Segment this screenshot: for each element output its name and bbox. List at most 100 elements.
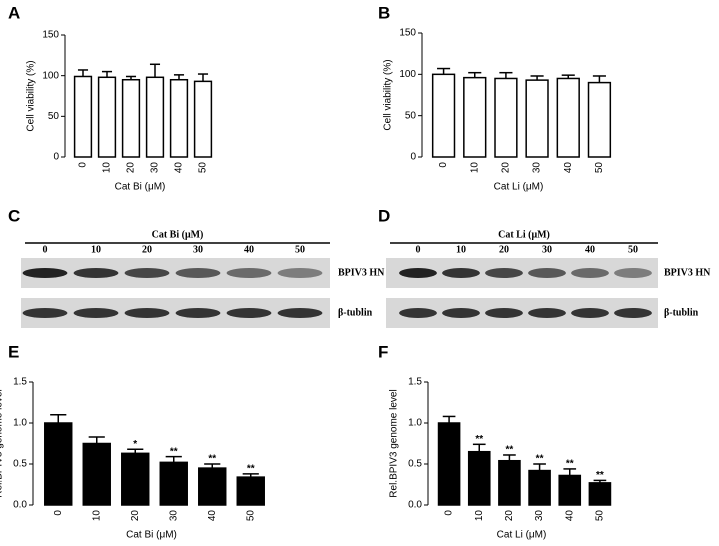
y-tick-label: 50: [405, 110, 417, 121]
y-tick-label: 0.5: [408, 459, 422, 470]
bar: [498, 459, 521, 506]
x-axis-label: Cat Bi (μM): [126, 530, 177, 541]
bar: [558, 474, 582, 506]
x-tick-label: 40: [174, 162, 185, 174]
blot-band: [485, 268, 523, 278]
x-tick-label: 0: [438, 162, 449, 168]
lane-label: 0: [416, 244, 421, 255]
significance-label: **: [208, 454, 216, 465]
significance-label: **: [475, 434, 483, 445]
lane-label: 20: [142, 244, 152, 255]
y-axis-label: Rel.BPIV3 genome level: [0, 389, 5, 497]
blot-band: [571, 308, 609, 318]
lane-label: 30: [193, 244, 203, 255]
bar: [528, 469, 551, 506]
x-tick-label: 30: [532, 162, 543, 174]
row-label: β-tublin: [338, 307, 373, 318]
y-tick-label: 1.5: [13, 377, 27, 388]
blot-band: [277, 308, 323, 318]
bar: [588, 482, 612, 506]
panel-letter: E: [8, 342, 19, 361]
blot-band: [442, 308, 480, 318]
bar: [236, 476, 265, 506]
row-label: β-tublin: [664, 307, 699, 318]
lane-label: 50: [295, 244, 305, 255]
bar: [463, 76, 487, 158]
bar: [556, 77, 580, 158]
blot-band: [73, 268, 119, 278]
y-tick-label: 0: [53, 152, 59, 163]
lane-label: 40: [585, 244, 595, 255]
panel-letter: A: [8, 3, 20, 22]
x-tick-label: 30: [150, 162, 161, 174]
x-tick-label: 50: [594, 162, 605, 174]
x-axis-label: Cat Li (μM): [497, 530, 547, 541]
lane-label: 10: [91, 244, 101, 255]
significance-label: **: [170, 446, 178, 457]
bar: [431, 73, 456, 158]
x-tick-label: 50: [595, 510, 606, 522]
lane-label: 40: [244, 244, 254, 255]
bar: [467, 450, 491, 506]
x-tick-label: 20: [504, 510, 515, 522]
y-axis-label: Cell viability (%): [26, 60, 37, 131]
bar: [145, 76, 165, 158]
panel-letter: F: [378, 342, 388, 361]
blot-band: [442, 268, 480, 278]
bar: [169, 78, 189, 158]
x-tick-label: 0: [78, 162, 89, 168]
y-tick-label: 100: [399, 69, 416, 80]
x-tick-label: 20: [126, 162, 137, 174]
blot-band: [485, 308, 523, 318]
y-tick-label: 0.0: [13, 500, 27, 511]
blot-band: [277, 268, 323, 278]
blot-band: [614, 268, 652, 278]
x-tick-label: 0: [444, 510, 455, 516]
blot-band: [571, 268, 609, 278]
bar: [494, 77, 518, 158]
blot-band: [399, 308, 437, 318]
significance-label: **: [566, 459, 574, 470]
x-tick-label: 40: [207, 510, 218, 522]
y-tick-label: 150: [42, 30, 59, 41]
y-tick-label: 0: [410, 152, 416, 163]
blot-band: [175, 308, 221, 318]
x-tick-label: 10: [91, 510, 102, 522]
x-axis-label: Cat Li (μM): [494, 182, 544, 193]
bar: [198, 467, 227, 506]
bar: [525, 79, 549, 158]
bar: [121, 78, 141, 158]
y-tick-label: 0.5: [13, 459, 27, 470]
x-tick-label: 40: [564, 510, 575, 522]
blot-band: [226, 308, 272, 318]
x-tick-label: 0: [53, 510, 64, 516]
blot-band: [22, 308, 68, 318]
y-tick-label: 0.0: [408, 500, 422, 511]
bar: [121, 452, 150, 506]
significance-label: **: [506, 445, 514, 456]
blot-band: [399, 268, 437, 278]
bar: [587, 81, 612, 158]
y-tick-label: 150: [399, 28, 416, 39]
x-tick-label: 50: [198, 162, 209, 174]
significance-label: **: [536, 454, 544, 465]
bar: [193, 80, 213, 158]
panel-letter: D: [378, 206, 390, 225]
x-tick-label: 30: [168, 510, 179, 522]
lane-label: 30: [542, 244, 552, 255]
blot-band: [528, 308, 566, 318]
row-label: BPIV3 HN: [664, 267, 711, 278]
x-tick-label: 30: [534, 510, 545, 522]
blot-band: [124, 308, 170, 318]
blot-band: [175, 268, 221, 278]
blot-title: Cat Bi (μM): [152, 229, 204, 240]
blot-band: [22, 268, 68, 278]
bar: [82, 442, 111, 506]
blot-band: [73, 308, 119, 318]
x-tick-label: 10: [102, 162, 113, 174]
lane-label: 20: [499, 244, 509, 255]
blot-band: [226, 268, 272, 278]
bar: [44, 422, 73, 506]
x-tick-label: 20: [501, 162, 512, 174]
